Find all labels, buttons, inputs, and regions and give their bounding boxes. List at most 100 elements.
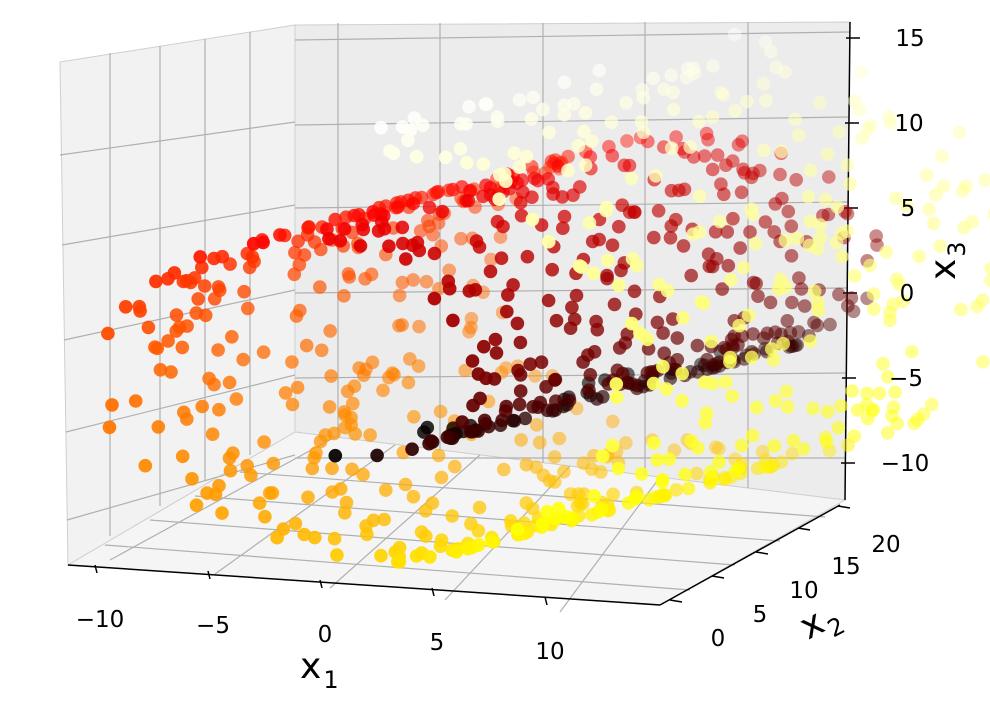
data-point — [717, 340, 732, 355]
data-point — [786, 433, 801, 448]
data-point — [709, 440, 723, 455]
data-point — [572, 259, 587, 273]
data-point — [797, 299, 812, 313]
data-point — [717, 187, 731, 202]
scatter-points — [101, 27, 990, 569]
data-point — [595, 449, 610, 463]
data-point — [513, 384, 528, 398]
data-point — [258, 509, 272, 524]
data-point — [512, 397, 527, 412]
data-point — [610, 363, 625, 378]
data-point — [327, 531, 342, 546]
data-point — [464, 424, 478, 439]
z-tick-label: −10 — [881, 451, 930, 477]
data-point — [719, 158, 733, 172]
data-point — [195, 260, 209, 275]
data-point — [952, 125, 967, 140]
data-point — [512, 160, 527, 174]
data-point — [633, 326, 647, 340]
gridline — [66, 454, 296, 521]
data-point — [511, 363, 525, 378]
data-point — [472, 500, 487, 515]
data-point — [791, 128, 806, 143]
data-point — [860, 386, 874, 401]
data-point — [776, 336, 790, 351]
data-point — [651, 204, 666, 218]
y-tick-mark — [711, 575, 725, 579]
data-point — [549, 313, 564, 328]
data-point — [681, 481, 696, 496]
data-point — [589, 82, 604, 97]
data-point — [211, 280, 226, 294]
data-point — [936, 179, 951, 193]
data-point — [843, 177, 857, 191]
data-point — [571, 139, 586, 153]
data-point — [164, 365, 178, 379]
data-point — [855, 131, 869, 145]
data-point — [746, 275, 761, 290]
data-point — [801, 190, 816, 204]
data-point — [780, 400, 795, 414]
data-point — [702, 259, 717, 274]
data-point — [462, 100, 476, 114]
data-point — [446, 313, 460, 328]
data-point — [675, 394, 689, 408]
data-point — [612, 219, 626, 234]
y-tick-label: 15 — [831, 554, 860, 580]
data-point — [692, 114, 706, 129]
data-point — [599, 203, 613, 218]
data-point — [650, 453, 665, 467]
data-point — [202, 371, 216, 386]
data-point — [307, 451, 322, 465]
data-point — [734, 185, 749, 200]
data-point — [556, 221, 570, 235]
data-point — [609, 390, 624, 405]
data-point — [105, 398, 119, 412]
data-point — [802, 238, 817, 253]
data-point — [552, 431, 567, 446]
data-point — [768, 394, 783, 408]
data-point — [655, 473, 670, 487]
data-point — [905, 344, 919, 359]
data-point — [954, 302, 968, 317]
data-point — [197, 279, 212, 293]
x-tick-mark — [431, 587, 435, 597]
data-point — [689, 466, 704, 481]
data-point — [925, 397, 939, 412]
data-point — [731, 461, 746, 475]
data-point — [313, 434, 328, 449]
data-point — [844, 291, 859, 305]
data-point — [433, 404, 448, 419]
data-point — [244, 468, 258, 483]
data-point — [222, 375, 237, 390]
data-point — [539, 380, 553, 394]
data-point — [346, 396, 360, 411]
data-point — [302, 220, 316, 234]
gridline — [214, 444, 396, 575]
data-point — [391, 200, 405, 214]
data-point — [101, 326, 115, 341]
data-point — [728, 103, 742, 118]
data-point — [338, 420, 353, 435]
data-point — [466, 398, 480, 413]
data-point — [429, 185, 444, 200]
data-point — [664, 68, 679, 83]
data-point — [341, 267, 356, 281]
data-point — [774, 144, 789, 159]
data-point — [684, 268, 698, 283]
data-point — [735, 438, 749, 453]
y-tick-label: 5 — [753, 602, 768, 628]
data-point — [600, 271, 614, 286]
data-point — [419, 529, 433, 543]
data-point — [421, 213, 435, 228]
data-point — [557, 209, 572, 224]
data-point — [594, 502, 609, 516]
data-point — [582, 216, 597, 230]
data-point — [545, 262, 559, 277]
data-point — [215, 506, 229, 520]
data-point — [561, 163, 575, 178]
data-point — [647, 230, 661, 245]
data-point — [207, 251, 221, 266]
data-point — [297, 527, 312, 542]
